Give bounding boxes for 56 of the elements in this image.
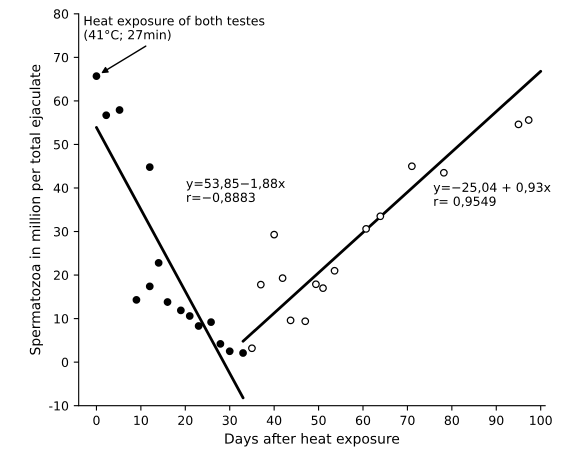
point [319,284,327,292]
point [186,312,194,320]
x-tick-label: 40 [266,416,282,426]
point [524,116,533,124]
point [239,349,247,357]
point [301,317,310,326]
x-tick-label: 60 [356,416,370,426]
annotation: y=−25,04 + 0,93x r= 0,9549 [434,182,551,208]
point [312,280,320,288]
y-tick-label: 70 [54,52,68,62]
y-tick-label: 30 [54,226,68,236]
x-tick-label: 20 [178,416,192,426]
x-tick-label: 70 [400,416,415,426]
point [102,111,110,120]
point [226,347,234,356]
y-tick-label: 60 [54,96,68,106]
point [362,225,370,233]
x-tick-label: 100 [530,416,552,426]
x-tick-label: 10 [134,416,148,426]
annotation: Heat exposure of both testes (41°C; 27min) [84,16,264,41]
x-tick-label: 30 [222,416,237,426]
point [256,280,265,289]
y-tick-label: 80 [54,9,68,19]
x-tick-label: 90 [489,416,504,426]
y-tick-label: 10 [54,314,68,324]
point [164,298,172,306]
point [146,282,154,290]
y-tick-label: 0 [62,358,68,368]
point [330,266,338,275]
point [278,274,286,282]
point [116,106,124,114]
point [376,212,384,220]
y-tick-label: 50 [54,140,68,150]
point [270,230,278,238]
point [408,162,416,170]
point [194,322,203,330]
point [207,318,215,326]
x-axis-title: Days after heat exposure [225,433,400,446]
y-tick-label: 40 [54,183,68,193]
point [176,306,185,314]
x-tick-label: 80 [444,416,459,426]
x-tick-label: 50 [312,416,326,426]
point [440,168,448,177]
point [286,316,294,324]
point [216,340,224,348]
point [154,258,163,267]
point [132,296,140,304]
point [514,120,522,128]
point [248,344,256,352]
y-axis-title: Spermatozoa in million per total ejaculate [30,64,43,355]
point [92,72,100,80]
y-tick-label: -10 [49,401,68,411]
point [146,163,154,171]
y-tick-label: 20 [54,270,68,280]
annotation: y=53,85−1,88x r=−0,8883 [186,178,285,204]
x-tick-label: 0 [93,416,100,426]
